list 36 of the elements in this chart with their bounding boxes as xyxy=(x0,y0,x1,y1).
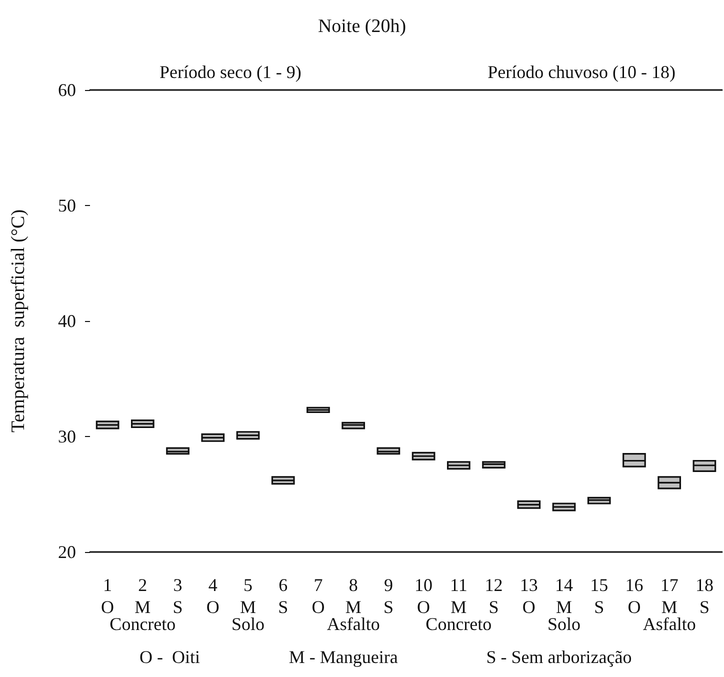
x-tick-label: 5 M xyxy=(240,575,256,617)
x-tick-label: 15 S xyxy=(590,575,608,617)
text: O - Oiti xyxy=(140,647,200,667)
x-tick-label: 4 O xyxy=(206,575,220,617)
x-tick-label: 9 S xyxy=(383,575,394,617)
x-tick-label: 11 M xyxy=(450,575,468,617)
x-tick-label: 7 O xyxy=(312,575,325,617)
text: Concreto xyxy=(426,614,492,634)
y-axis-title: Temperatura superficial (°C) xyxy=(8,209,29,433)
text: M - Mangueira xyxy=(288,647,398,667)
x-tick-label: 12 S xyxy=(484,575,503,617)
text: Solo xyxy=(547,614,581,634)
text: S - Sem arborização xyxy=(486,647,632,667)
text: Concreto xyxy=(110,614,176,634)
y-tick-label: 20 xyxy=(58,542,76,562)
text: Período seco (1 - 9) xyxy=(159,62,302,82)
text: Asfalto xyxy=(326,614,380,634)
x-tick-label: 13 O xyxy=(520,575,538,617)
text: Solo xyxy=(231,614,265,634)
y-tick-label: 50 xyxy=(58,196,76,216)
x-tick-label: 6 S xyxy=(278,575,288,617)
x-tick-label: 1 O xyxy=(101,575,114,617)
x-tick-label: 18 S xyxy=(695,575,714,617)
y-tick-label: 60 xyxy=(58,80,76,100)
x-tick-label: 2 M xyxy=(134,575,151,617)
text: Asfalto xyxy=(642,614,696,634)
y-tick-label: 30 xyxy=(58,426,76,446)
chart-title: Noite (20h) xyxy=(318,16,406,37)
x-tick-label: 8 M xyxy=(345,575,362,617)
x-tick-label: 17 M xyxy=(660,575,678,617)
x-tick-label: 16 O xyxy=(625,575,644,617)
x-tick-label: 14 M xyxy=(555,575,573,617)
x-tick-label: 10 O xyxy=(414,575,433,617)
y-tick-label: 40 xyxy=(58,311,76,331)
x-tick-label: 3 S xyxy=(172,575,183,617)
text: Período chuvoso (10 - 18) xyxy=(488,62,676,82)
